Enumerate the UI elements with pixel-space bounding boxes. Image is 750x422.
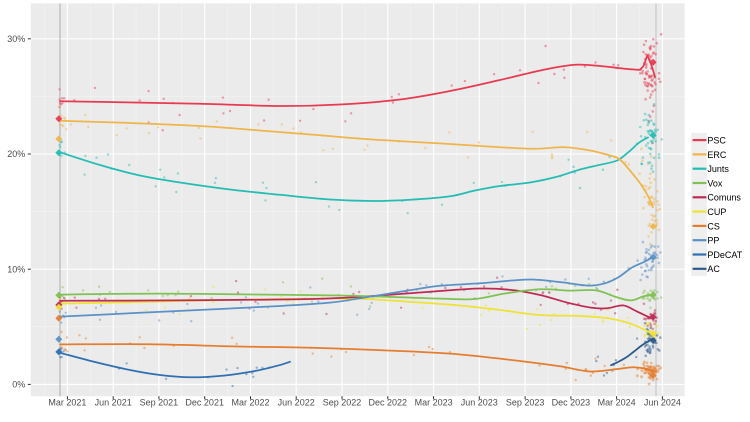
svg-text:Dec 2022: Dec 2022 [369,398,408,408]
svg-text:Vox: Vox [707,178,723,188]
svg-text:ERC: ERC [707,150,727,160]
svg-text:Sep 2021: Sep 2021 [140,398,179,408]
svg-text:Junts: Junts [707,164,729,174]
svg-text:PP: PP [707,236,719,246]
svg-text:PSC: PSC [707,136,726,146]
svg-text:Mar 2022: Mar 2022 [231,398,269,408]
svg-text:CUP: CUP [707,207,726,217]
svg-text:0%: 0% [12,380,25,390]
svg-text:Dec 2021: Dec 2021 [185,398,224,408]
svg-text:Mar 2021: Mar 2021 [48,398,86,408]
svg-text:30%: 30% [7,34,25,44]
svg-text:CS: CS [707,221,720,231]
svg-text:Mar 2023: Mar 2023 [415,398,453,408]
svg-text:Jun 2022: Jun 2022 [278,398,315,408]
svg-text:Comuns: Comuns [707,193,741,203]
svg-text:20%: 20% [7,149,25,159]
svg-text:Mar 2024: Mar 2024 [598,398,636,408]
svg-text:AC: AC [707,264,720,274]
svg-text:Jun 2021: Jun 2021 [95,398,132,408]
svg-text:Sep 2022: Sep 2022 [323,398,362,408]
svg-text:Sep 2023: Sep 2023 [506,398,545,408]
svg-text:PDeCAT: PDeCAT [707,250,742,260]
svg-text:Dec 2023: Dec 2023 [552,398,591,408]
svg-text:Jun 2024: Jun 2024 [644,398,681,408]
svg-text:10%: 10% [7,264,25,274]
svg-text:Jun 2023: Jun 2023 [461,398,498,408]
